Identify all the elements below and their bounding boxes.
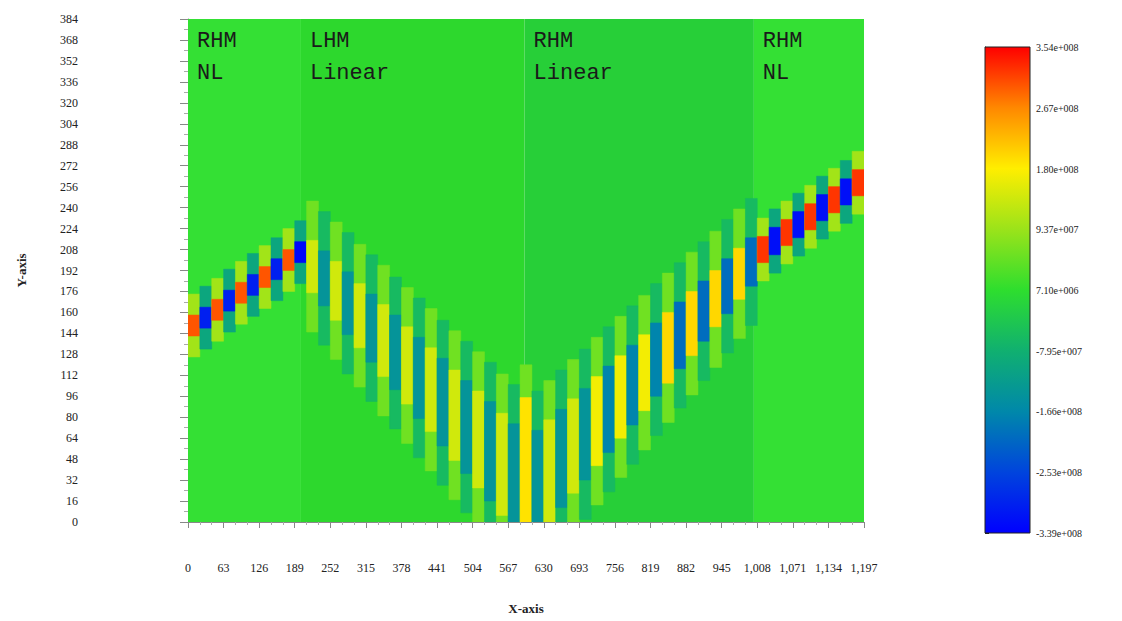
svg-text:NL: NL: [763, 61, 789, 86]
svg-text:315: 315: [357, 561, 375, 575]
svg-text:567: 567: [499, 561, 517, 575]
svg-text:504: 504: [464, 561, 482, 575]
svg-text:1.80e+008: 1.80e+008: [1036, 164, 1079, 175]
svg-text:1,134: 1,134: [815, 561, 842, 575]
svg-text:819: 819: [642, 561, 660, 575]
svg-text:96: 96: [66, 389, 78, 403]
svg-text:126: 126: [250, 561, 268, 575]
svg-text:X-axis: X-axis: [508, 601, 543, 616]
svg-text:RHM: RHM: [197, 29, 237, 54]
svg-text:882: 882: [677, 561, 695, 575]
svg-text:16: 16: [66, 494, 78, 508]
svg-text:252: 252: [321, 561, 339, 575]
svg-text:144: 144: [60, 326, 78, 340]
svg-text:-3.39e+008: -3.39e+008: [1036, 528, 1082, 539]
svg-text:272: 272: [60, 159, 78, 173]
svg-text:0: 0: [185, 561, 191, 575]
svg-text:-1.66e+008: -1.66e+008: [1036, 406, 1082, 417]
svg-text:240: 240: [60, 201, 78, 215]
svg-text:32: 32: [66, 473, 78, 487]
svg-text:945: 945: [713, 561, 731, 575]
svg-text:7.10e+006: 7.10e+006: [1036, 285, 1079, 296]
svg-text:3.54e+008: 3.54e+008: [1036, 42, 1079, 53]
svg-text:304: 304: [60, 117, 78, 131]
svg-text:630: 630: [535, 561, 553, 575]
svg-text:192: 192: [60, 264, 78, 278]
svg-text:64: 64: [66, 431, 78, 445]
svg-text:320: 320: [60, 96, 78, 110]
svg-text:80: 80: [66, 410, 78, 424]
svg-text:Linear: Linear: [534, 61, 613, 86]
svg-text:176: 176: [60, 284, 78, 298]
svg-text:378: 378: [392, 561, 410, 575]
svg-text:Linear: Linear: [310, 61, 389, 86]
svg-text:288: 288: [60, 138, 78, 152]
svg-text:1,071: 1,071: [779, 561, 806, 575]
svg-text:Y-axis: Y-axis: [14, 253, 29, 287]
svg-text:208: 208: [60, 243, 78, 257]
svg-text:128: 128: [60, 347, 78, 361]
svg-text:352: 352: [60, 54, 78, 68]
svg-text:1,197: 1,197: [851, 561, 878, 575]
svg-text:9.37e+007: 9.37e+007: [1036, 224, 1079, 235]
svg-text:441: 441: [428, 561, 446, 575]
svg-text:224: 224: [60, 222, 78, 236]
svg-text:2.67e+008: 2.67e+008: [1036, 103, 1079, 114]
svg-text:0: 0: [72, 515, 78, 529]
svg-text:160: 160: [60, 305, 78, 319]
svg-text:-7.95e+007: -7.95e+007: [1036, 346, 1082, 357]
svg-text:693: 693: [570, 561, 588, 575]
svg-text:112: 112: [60, 368, 78, 382]
svg-text:1,008: 1,008: [744, 561, 771, 575]
svg-text:336: 336: [60, 75, 78, 89]
svg-text:368: 368: [60, 33, 78, 47]
svg-text:189: 189: [286, 561, 304, 575]
svg-text:RHM: RHM: [534, 29, 574, 54]
svg-text:-2.53e+008: -2.53e+008: [1036, 467, 1082, 478]
svg-text:LHM: LHM: [310, 29, 350, 54]
svg-text:NL: NL: [197, 61, 223, 86]
svg-text:756: 756: [606, 561, 624, 575]
svg-text:256: 256: [60, 180, 78, 194]
svg-text:RHM: RHM: [763, 29, 803, 54]
svg-text:48: 48: [66, 452, 78, 466]
svg-text:63: 63: [218, 561, 230, 575]
svg-text:384: 384: [60, 12, 78, 26]
